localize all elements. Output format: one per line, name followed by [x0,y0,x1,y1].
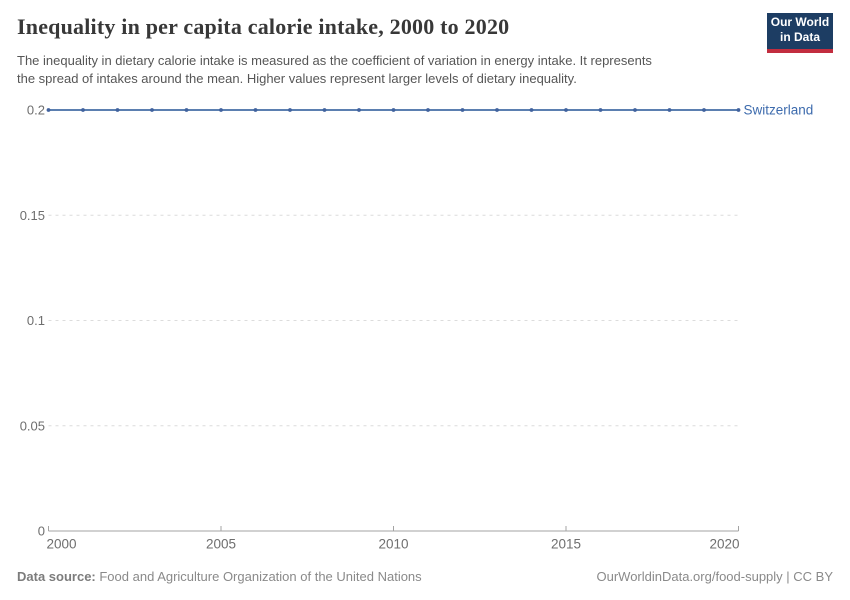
data-point[interactable] [667,108,672,112]
chart-title: Inequality in per capita calorie intake,… [17,14,510,39]
data-point[interactable] [529,108,534,112]
data-source-value: Food and Agriculture Organization of the… [95,569,422,584]
y-tick-label: 0.15 [20,208,45,223]
owid-logo[interactable]: Our World in Data [767,13,833,53]
data-point[interactable] [288,108,292,112]
chart-subtitle-line1: The inequality in dietary calorie intake… [17,53,652,68]
data-source-note: Data source: Food and Agriculture Organi… [17,569,422,584]
data-point[interactable] [322,108,327,112]
data-point[interactable] [253,108,258,112]
y-tick-label: 0.1 [27,313,45,328]
entity-label[interactable]: Switzerland [744,103,814,118]
x-tick-label: 2000 [47,537,77,552]
data-point[interactable] [357,108,361,112]
data-point[interactable] [598,108,603,112]
data-point[interactable] [495,108,499,112]
x-tick-label: 2020 [709,537,739,552]
y-tick-label: 0 [38,524,45,539]
data-point[interactable] [81,108,85,112]
data-point[interactable] [219,108,223,112]
data-point[interactable] [391,108,396,112]
data-point[interactable] [46,108,51,112]
chart-footer: Data source: Food and Agriculture Organi… [17,569,833,584]
owid-logo-text-line1: Our World [770,15,830,29]
chart-subtitle-line2: the spread of intakes around the mean. H… [17,71,577,86]
data-point[interactable] [736,108,741,112]
x-tick-label: 2005 [206,537,236,552]
owid-logo-text-line2: in Data [779,30,820,44]
data-point[interactable] [150,108,154,112]
data-point[interactable] [184,108,189,112]
chart-subtitle: The inequality in dietary calorie intake… [17,52,652,88]
data-point[interactable] [564,108,568,112]
data-point[interactable] [633,108,637,112]
x-tick-label: 2010 [378,537,408,552]
data-source-label: Data source: [17,569,96,584]
data-point[interactable] [702,108,706,112]
chart-plot-area[interactable]: 0 0.05 0.1 0.15 0.2 2000 2005 2010 2015 2020 Switz… [0,95,850,565]
y-tick-label: 0.05 [20,418,45,433]
x-tick-label: 2015 [551,537,581,552]
data-point[interactable] [460,108,465,112]
attribution-link[interactable]: OurWorldinData.org/food-supply | CC BY [596,569,833,584]
data-point[interactable] [426,108,430,112]
data-point[interactable] [115,108,120,112]
y-tick-label: 0.2 [27,103,45,118]
